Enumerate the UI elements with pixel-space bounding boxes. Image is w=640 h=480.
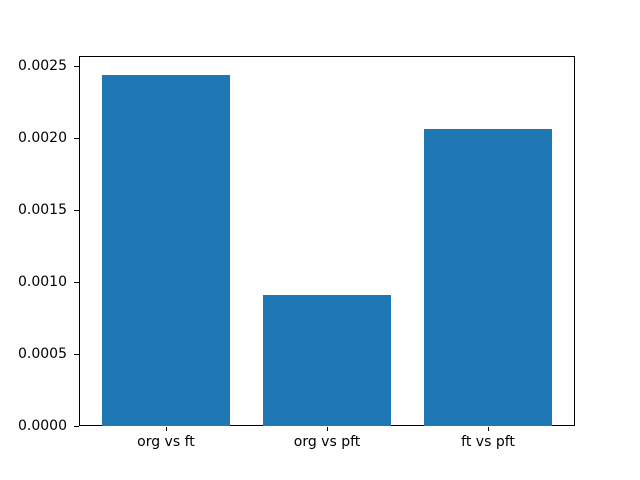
bar-org-vs-pft: [262, 294, 392, 426]
x-tick-mark: [165, 427, 167, 431]
y-tick-mark: [74, 138, 79, 140]
x-tick-label: ft vs pft: [461, 434, 515, 450]
y-tick-label: 0.0000: [18, 418, 67, 434]
y-tick-label: 0.0025: [18, 58, 67, 75]
y-tick-label: 0.0020: [18, 130, 67, 147]
x-tick-label: org vs pft: [293, 434, 361, 450]
y-tick-label: 0.0010: [18, 274, 67, 291]
y-tick-mark: [74, 426, 79, 427]
y-tick-mark: [74, 66, 79, 68]
x-tick-mark: [488, 427, 490, 431]
bar-org-vs-ft: [101, 74, 231, 426]
y-tick-mark: [74, 210, 79, 212]
bar-ft-vs-pft: [423, 129, 553, 426]
y-tick-label: 0.0015: [18, 202, 67, 219]
x-tick-mark: [327, 427, 328, 431]
y-tick-mark: [74, 354, 79, 355]
y-tick-mark: [74, 282, 79, 284]
x-tick-label: org vs ft: [137, 434, 195, 450]
y-tick-label: 0.0005: [18, 346, 67, 362]
